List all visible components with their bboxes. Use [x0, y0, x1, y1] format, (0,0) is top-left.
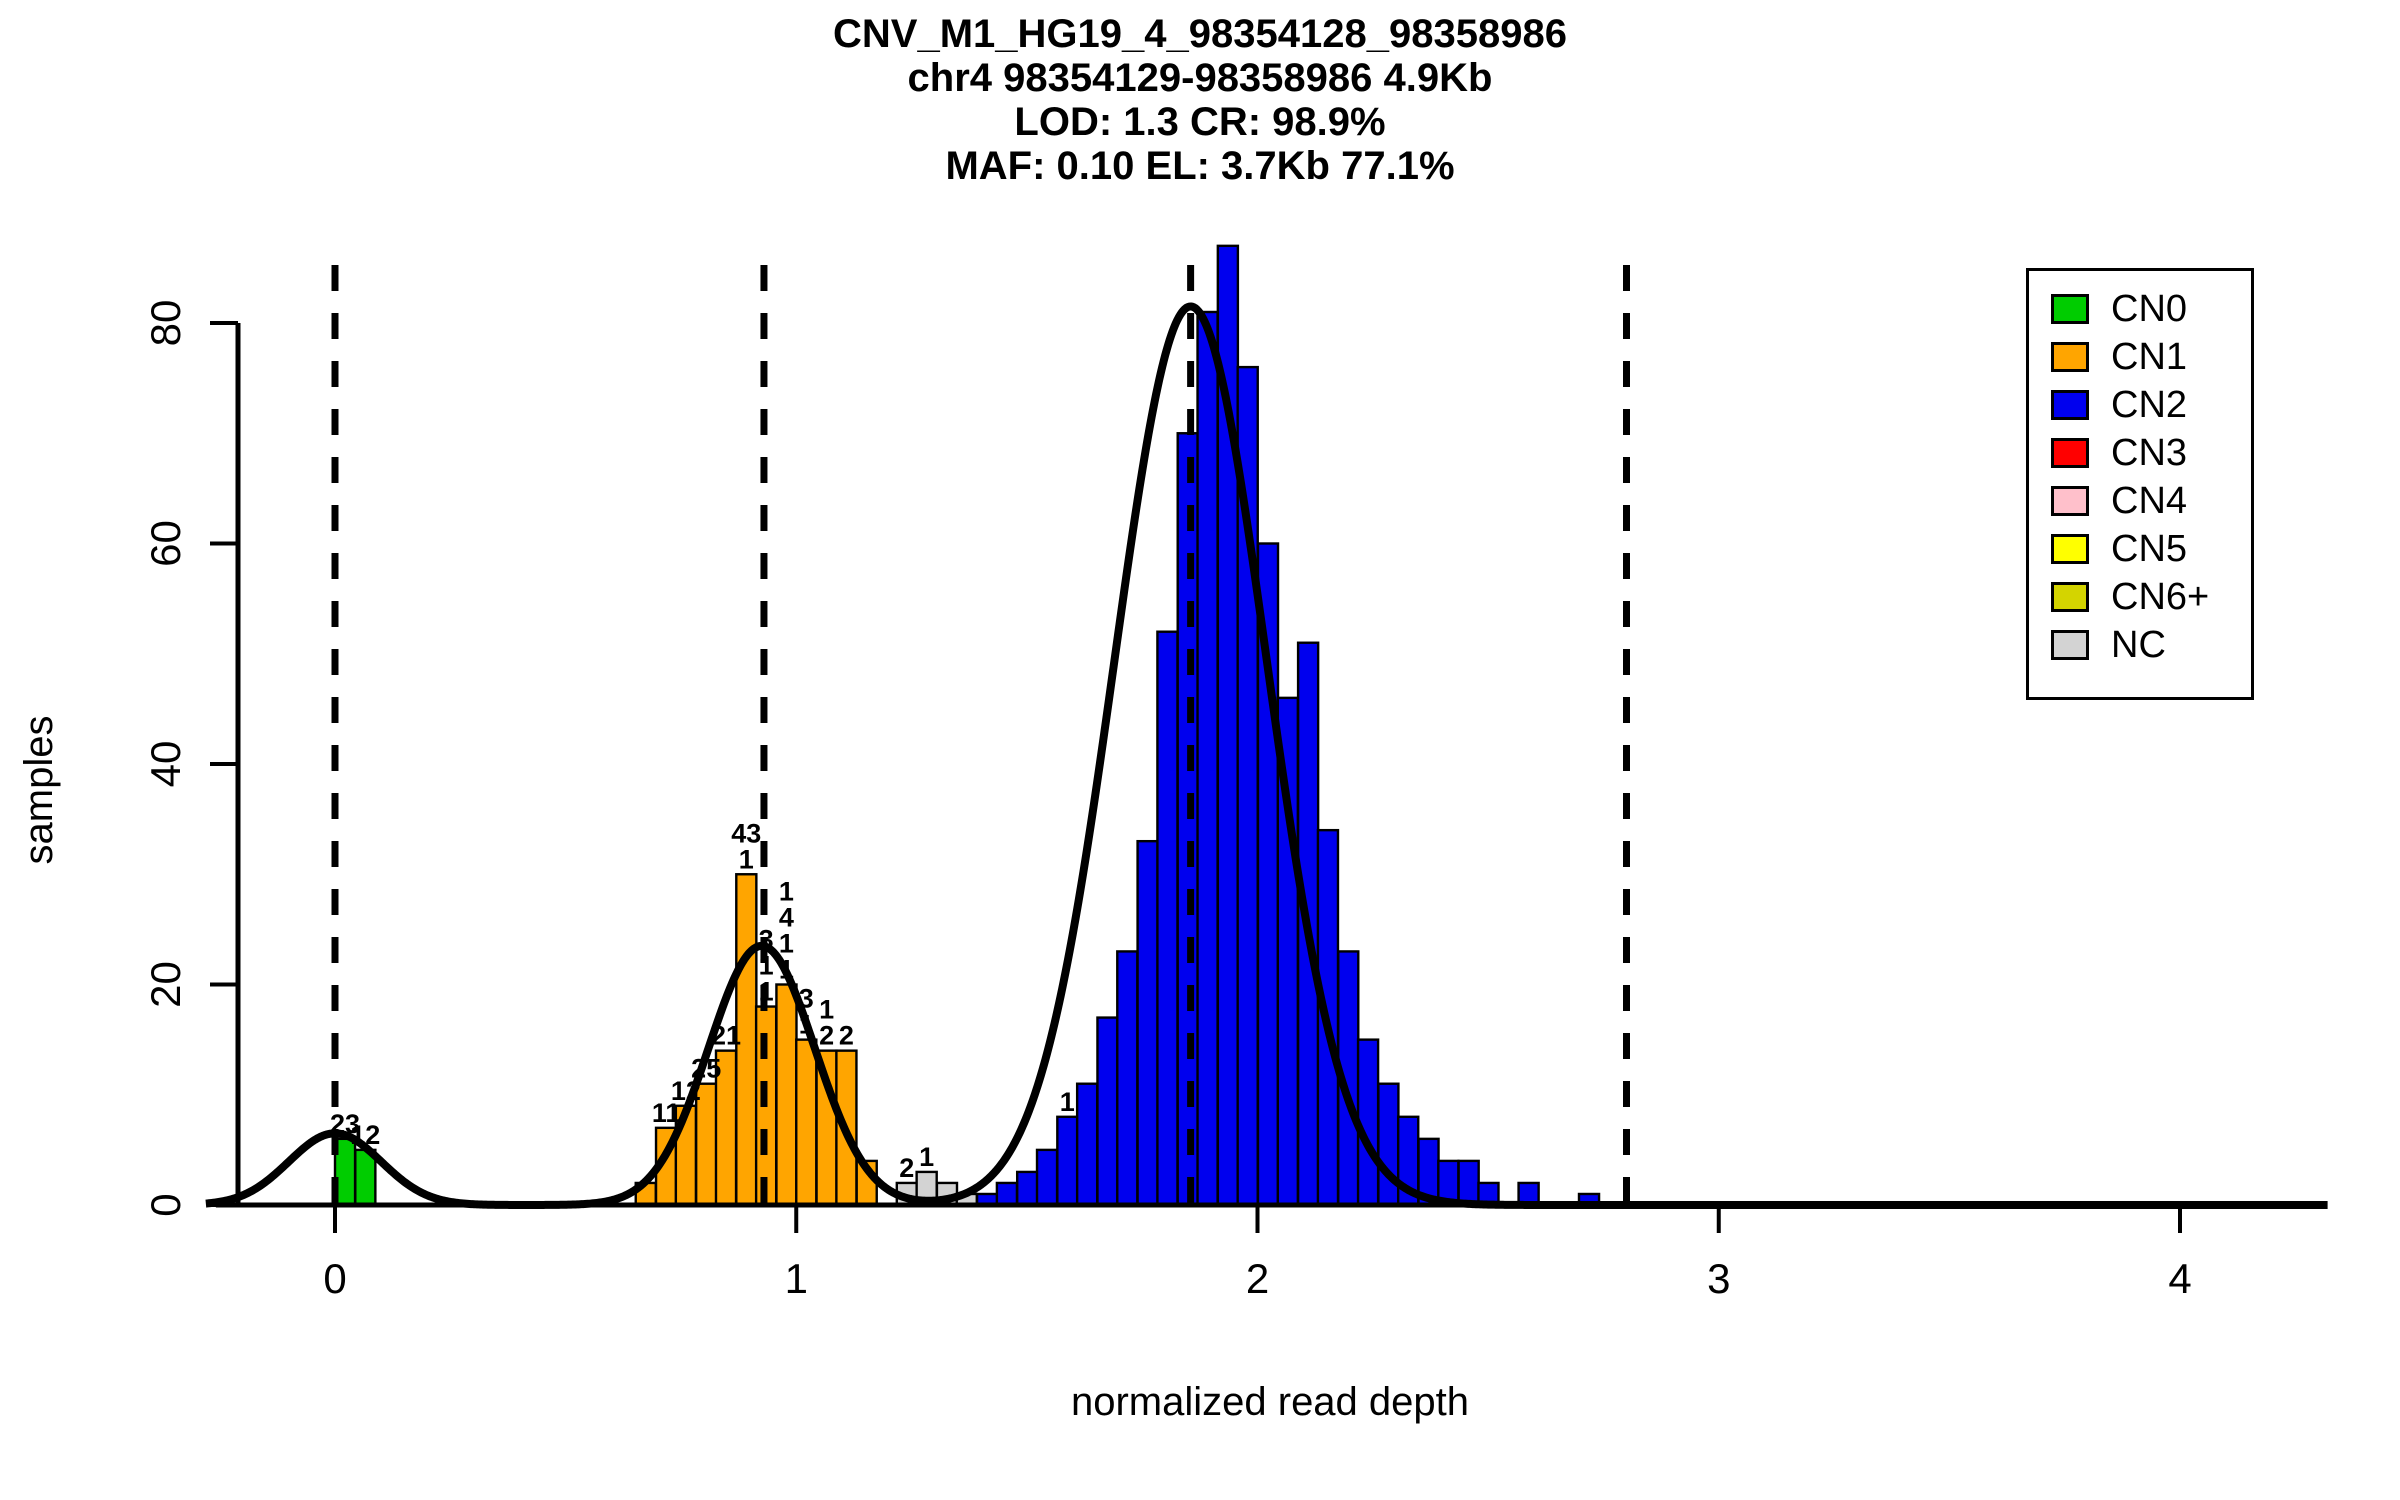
y-axis-title: samples — [17, 716, 61, 865]
legend-item-label: CN2 — [2111, 384, 2188, 426]
legend-item-label: CN6+ — [2111, 576, 2210, 618]
x-axis-tick-label: 2 — [1246, 1255, 1269, 1302]
bar-count-label: 25 — [691, 1054, 721, 1084]
x-axis-tick-label: 4 — [2168, 1255, 2191, 1302]
legend-box: CN0 CN1 CN2 CN3 CN4 CN5 CN6+ NC — [2026, 268, 2254, 700]
bar-count-label: 1 — [919, 1142, 934, 1172]
title-line-4: MAF: 0.10 EL: 3.7Kb 77.1% — [945, 144, 1455, 188]
histogram-bar — [1156, 630, 1179, 1207]
bar-count-label: 1 — [1060, 1087, 1075, 1117]
bar-count-label: 43 — [731, 818, 761, 848]
bar-count-label: 1 — [779, 877, 794, 907]
legend-item-cn5[interactable]: CN5 — [2051, 525, 2251, 573]
title-line-1: CNV_M1_HG19_4_98354128_98358986 — [833, 12, 1567, 56]
bar-count-label: 1 — [779, 929, 794, 959]
y-axis-tick-label: 40 — [142, 741, 189, 788]
legend-item-cn1[interactable]: CN1 — [2051, 333, 2251, 381]
chart-title-block: CNV_M1_HG19_4_98354128_98358986 chr4 983… — [0, 12, 2400, 188]
bar-count-label: 1 — [739, 844, 754, 874]
bar-count-label: 12 — [671, 1076, 701, 1106]
legend-swatch-icon — [2051, 486, 2089, 516]
legend-swatch-icon — [2051, 294, 2089, 324]
bar-count-label: 23 — [330, 1109, 360, 1139]
y-axis-tick-label: 20 — [142, 961, 189, 1008]
legend-swatch-icon — [2051, 438, 2089, 468]
histogram-bar — [1096, 1016, 1119, 1207]
legend-item-cn2[interactable]: CN2 — [2051, 381, 2251, 429]
legend-item-cn0[interactable]: CN0 — [2051, 285, 2251, 333]
histogram-bar — [775, 983, 798, 1207]
x-axis-tick-label: 1 — [785, 1255, 808, 1302]
histogram-bar — [1136, 839, 1159, 1207]
legend-item-label: CN3 — [2111, 432, 2188, 474]
x-axis-tick-label: 3 — [1707, 1255, 1730, 1302]
bar-count-label: 2 — [839, 1021, 854, 1051]
histogram-bar — [1035, 1148, 1059, 1207]
legend-item-label: CN4 — [2111, 480, 2188, 522]
bar-count-label: 3 — [759, 925, 774, 955]
histogram-bar — [1196, 310, 1219, 1207]
bars-group — [333, 244, 1601, 1207]
legend-item-label: NC — [2111, 624, 2166, 666]
y-axis-tick-label: 60 — [142, 520, 189, 567]
x-axis-tick-label: 0 — [323, 1255, 346, 1302]
histogram-bar — [1075, 1082, 1099, 1207]
legend-swatch-icon — [2051, 534, 2089, 564]
legend-item-label: CN0 — [2111, 288, 2188, 330]
histogram-bar — [1116, 950, 1139, 1207]
bar-count-label: 21 — [711, 1021, 741, 1051]
bar-count-label: 1 — [779, 955, 794, 985]
bar-count-label: 1 — [819, 995, 834, 1025]
histogram-bar — [1377, 1082, 1400, 1207]
bar-count-label: 1 — [759, 977, 774, 1007]
histogram-bar — [1056, 1115, 1079, 1207]
legend-item-cn4[interactable]: CN4 — [2051, 477, 2251, 525]
bar-count-label: 4 — [779, 903, 794, 933]
bar-count-label: 3 — [799, 984, 814, 1014]
legend-item-cn6plus[interactable]: CN6+ — [2051, 573, 2251, 621]
legend-item-cn3[interactable]: CN3 — [2051, 429, 2251, 477]
legend-swatch-icon — [2051, 630, 2089, 660]
y-axis-tick-label: 0 — [142, 1193, 189, 1216]
legend-item-label: CN1 — [2111, 336, 2188, 378]
legend-swatch-icon — [2051, 582, 2089, 612]
histogram-bar — [1015, 1170, 1039, 1207]
bar-count-label: 12 — [350, 1120, 380, 1150]
y-axis-tick-label: 80 — [142, 300, 189, 347]
legend-item-nc[interactable]: NC — [2051, 621, 2251, 669]
histogram-bar — [1457, 1159, 1480, 1207]
histogram-bar — [995, 1181, 1019, 1207]
x-axis-title: normalized read depth — [1071, 1380, 1469, 1424]
histogram-bar — [795, 1038, 818, 1207]
bar-count-label: 11 — [652, 1098, 681, 1128]
bar-count-label: 2 — [819, 1021, 834, 1051]
bar-count-label: 2 — [899, 1153, 914, 1183]
title-line-2: chr4 98354129-98358986 4.9Kb — [907, 56, 1493, 100]
legend-swatch-icon — [2051, 342, 2089, 372]
title-line-3: LOD: 1.3 CR: 98.9% — [1014, 100, 1386, 144]
bar-count-label: 1 — [759, 951, 774, 981]
bar-count-label: 1 — [799, 1010, 814, 1040]
legend-item-label: CN5 — [2111, 528, 2188, 570]
legend-swatch-icon — [2051, 390, 2089, 420]
legend-list: CN0 CN1 CN2 CN3 CN4 CN5 CN6+ NC — [2029, 271, 2251, 669]
vlines-group — [331, 265, 1630, 1205]
